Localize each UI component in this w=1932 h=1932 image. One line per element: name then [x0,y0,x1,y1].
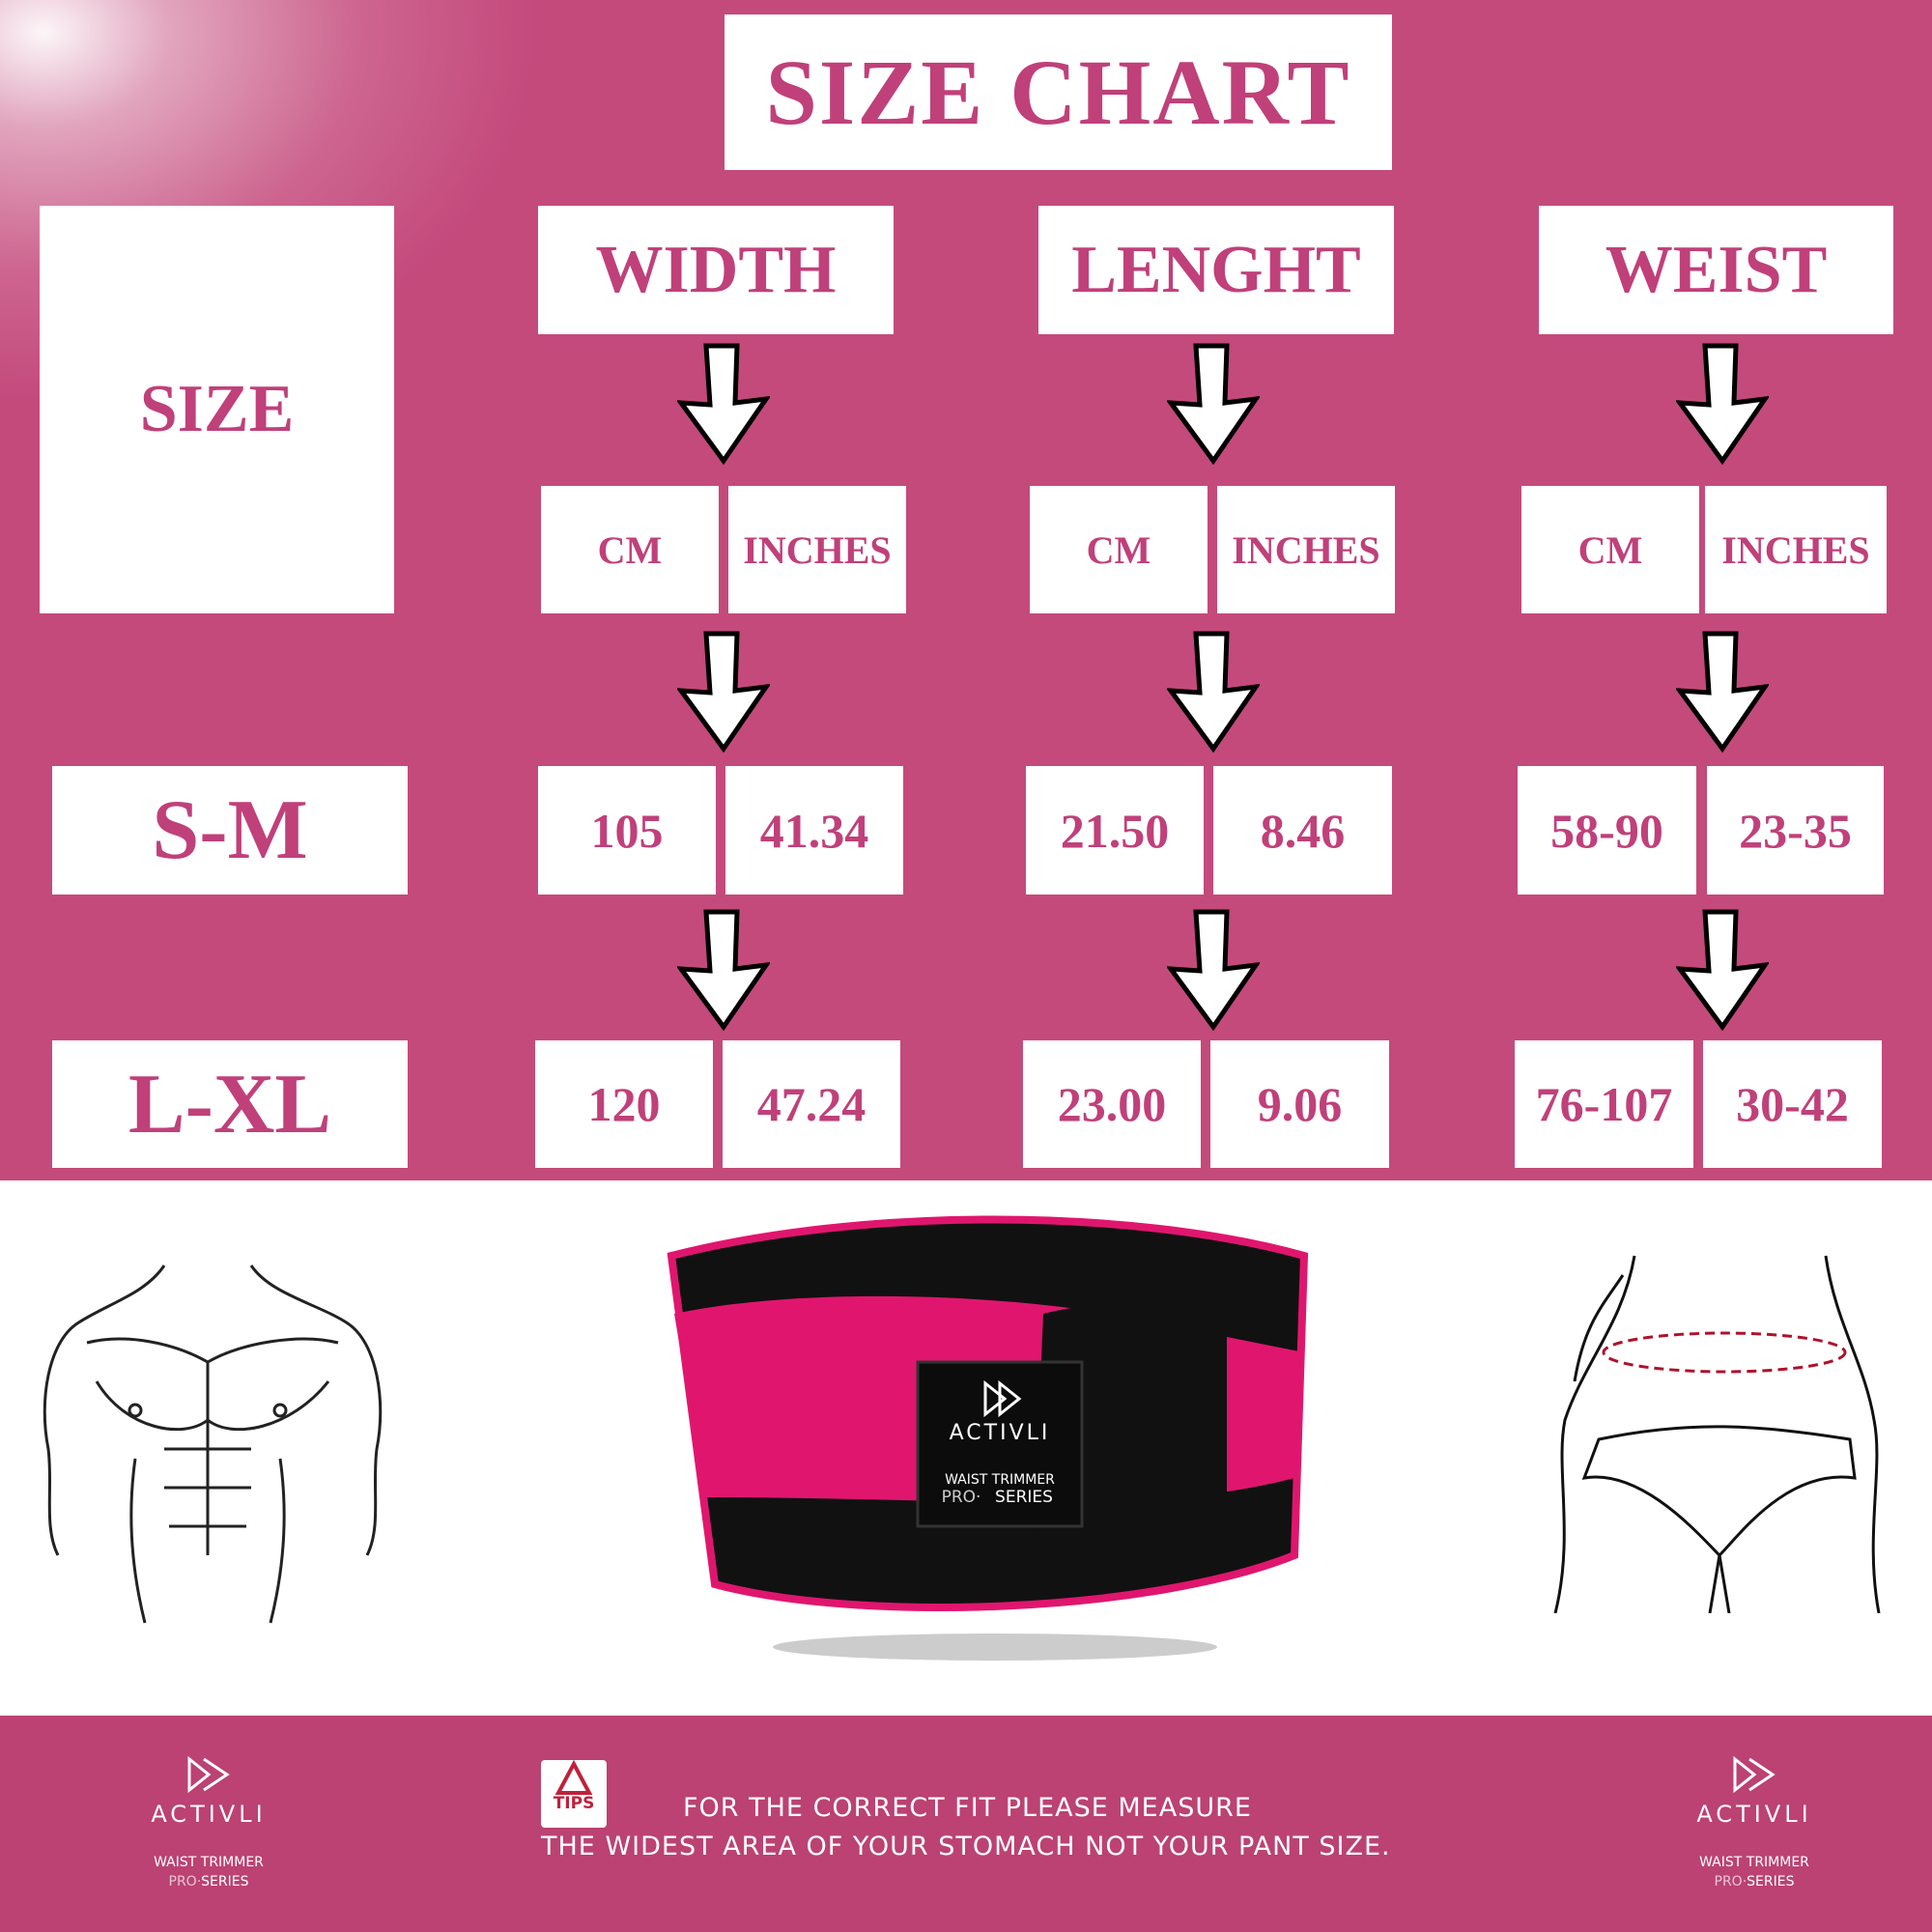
male-torso-sketch-icon [43,1264,383,1624]
size-cell: S-M [52,766,408,895]
footer-line1: WAIST TRIMMER [1699,1855,1809,1870]
belt-brand: ACTIVLI [950,1421,1051,1445]
value-cell: 105 [538,766,716,895]
footer-logo-left: ACTIVLI WAIST TRIMMER PRO·SERIES [141,1755,276,1891]
width-inches-header: INCHES [728,486,906,613]
footer-pro: PRO· [1714,1874,1747,1889]
width-cm-header: CM [541,486,719,613]
value-cell: 47.24 [723,1040,900,1168]
down-arrow-icon [1676,343,1769,465]
footer-series: SERIES [1747,1874,1795,1889]
size-header-text: SIZE [139,372,295,446]
title-text: SIZE CHART [765,41,1351,144]
footer-series: SERIES [201,1874,249,1889]
belt-pro: PRO· [942,1488,981,1507]
length-cm-header: CM [1030,486,1208,613]
waist-trimmer-belt-image: ACTIVLI WAIST TRIMMER PRO· SERIES [667,1215,1309,1661]
unit-label: CM [597,527,663,572]
length-inches-header: INCHES [1217,486,1395,613]
value-cell: 23-35 [1707,766,1884,895]
down-arrow-icon [677,909,770,1031]
waist-header-text: WEIST [1605,232,1828,307]
down-arrow-icon [1167,343,1260,465]
tip-message-line2: THE WIDEST AREA OF YOUR STOMACH NOT YOUR… [541,1832,1391,1861]
value-text: 47.24 [756,1077,867,1131]
length-header-text: LENGHT [1071,232,1361,307]
value-text: 58-90 [1550,803,1663,858]
unit-label: CM [1086,527,1151,572]
value-text: 23.00 [1057,1077,1167,1131]
unit-label: CM [1577,527,1643,572]
value-cell: 41.34 [725,766,903,895]
value-text: 21.50 [1060,803,1170,858]
value-text: 23-35 [1739,803,1852,858]
value-cell: 30-42 [1703,1040,1882,1168]
activli-logo-icon [1733,1755,1776,1794]
value-text: 30-42 [1736,1077,1849,1131]
size-text: S-M [152,783,308,877]
value-cell: 23.00 [1023,1040,1201,1168]
value-cell: 21.50 [1026,766,1204,895]
down-arrow-icon [677,631,770,753]
belt-line1: WAIST TRIMMER [945,1472,1055,1488]
down-arrow-icon [1676,909,1769,1031]
down-arrow-icon [1676,631,1769,753]
warning-icon [554,1759,593,1795]
value-text: 8.46 [1260,803,1346,858]
waist-cm-header: CM [1521,486,1699,613]
waist-header: WEIST [1539,206,1893,334]
page-title: SIZE CHART [724,14,1392,170]
footer-logo-right: ACTIVLI WAIST TRIMMER PRO·SERIES [1687,1755,1822,1891]
value-text: 9.06 [1257,1077,1343,1131]
value-cell: 58-90 [1518,766,1696,895]
length-header: LENGHT [1038,206,1394,334]
value-cell: 120 [535,1040,713,1168]
value-cell: 8.46 [1213,766,1392,895]
footer: ACTIVLI WAIST TRIMMER PRO·SERIES TIPS FOR… [0,1716,1932,1932]
footer-brand: ACTIVLI [151,1801,267,1828]
size-cell: L-XL [52,1040,408,1168]
down-arrow-icon [1167,631,1260,753]
size-header: SIZE [40,206,394,613]
value-text: 120 [587,1077,661,1131]
tip-message-line1: FOR THE CORRECT FIT PLEASE MEASURE [683,1793,1252,1823]
width-header: WIDTH [538,206,894,334]
value-text: 105 [590,803,664,858]
tips-label: TIPS [553,1794,595,1813]
belt-series: SERIES [995,1488,1053,1507]
size-text: L-XL [128,1057,332,1151]
footer-brand: ACTIVLI [1696,1801,1812,1828]
down-arrow-icon [1167,909,1260,1031]
footer-line1: WAIST TRIMMER [154,1855,264,1870]
unit-label: INCHES [1232,527,1380,572]
width-header-text: WIDTH [595,232,837,307]
footer-pro: PRO· [168,1874,202,1889]
value-text: 41.34 [759,803,869,858]
activli-logo-icon [187,1755,230,1794]
unit-label: INCHES [1721,527,1870,572]
waist-measure-sketch-icon [1553,1255,1881,1613]
value-cell: 9.06 [1210,1040,1389,1168]
down-arrow-icon [677,343,770,465]
unit-label: INCHES [743,527,892,572]
value-cell: 76-107 [1515,1040,1693,1168]
tips-badge: TIPS [541,1759,607,1828]
value-text: 76-107 [1535,1077,1673,1131]
waist-inches-header: INCHES [1705,486,1887,613]
